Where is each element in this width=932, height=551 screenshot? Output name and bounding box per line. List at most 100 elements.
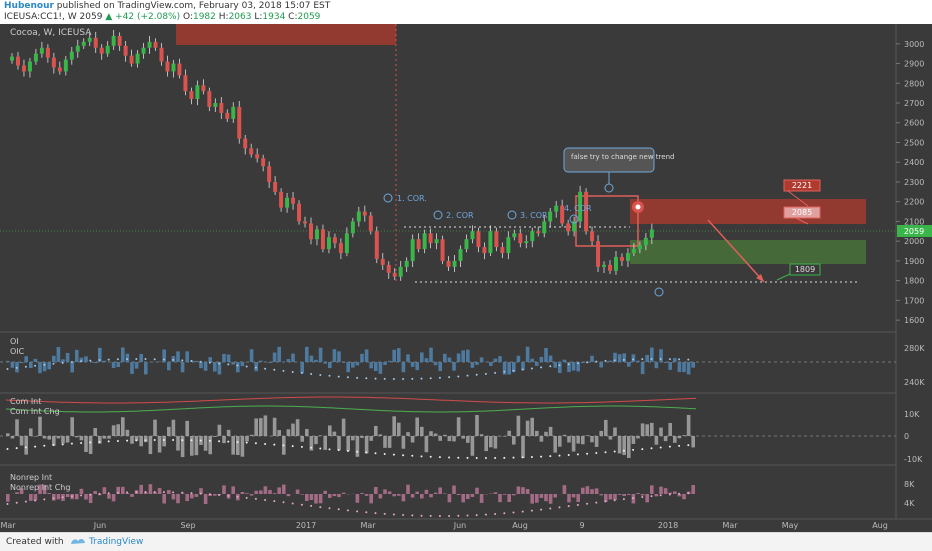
nonrep-dot [145,491,147,493]
candle-body [142,48,146,54]
candle-body [381,259,385,265]
oi-bar [526,347,530,362]
nonrep-bar [66,494,70,497]
com-bar [314,436,318,444]
oi-dot [375,378,377,380]
com-bar [420,427,424,436]
candle-body [566,223,570,231]
oi-bar [563,360,567,362]
com-dot [568,454,570,456]
oi-bar [139,354,143,362]
oi-dot [687,359,689,361]
candle-body [279,192,283,208]
candle-body [441,239,445,261]
oi-bar [181,362,185,372]
com-bar [641,423,645,436]
candle-body [488,231,492,253]
svg-text:Com Int: Com Int [10,397,41,406]
com-bar [273,418,277,436]
chart-area[interactable]: 3000290028002700260025002400230022002100… [0,24,932,532]
oi-dot [108,359,110,361]
candle-body [363,212,367,216]
candle-body [453,261,457,267]
nonrep-bar [535,494,539,503]
svg-text:4K: 4K [904,499,915,508]
oi-dot [301,372,303,374]
candle-body [160,48,164,62]
nonrep-dot [595,502,597,504]
candle-body [130,56,134,64]
nonrep-bar [512,494,516,495]
oi-bar [664,362,668,363]
oi-bar [24,356,28,362]
nonrep-dot [264,499,266,501]
nonrep-bar [213,494,217,496]
candle-body [470,231,474,239]
candle-body [357,212,361,222]
com-bar [581,436,585,444]
oi-bar [406,354,410,362]
oi-dot [577,362,579,364]
time-tick-label: 9 [579,521,584,530]
com-bar [6,433,10,436]
oi-dot [43,364,45,366]
nonrep-dot [568,505,570,507]
oi-bar [277,347,281,362]
svg-text:240K: 240K [904,378,925,387]
com-dot [365,452,367,454]
publish-line: Hubenour published on TradingView.com, F… [4,1,330,11]
com-dot [181,439,183,441]
nonrep-bar [75,494,79,499]
candle-body [554,206,558,212]
com-dot [513,457,515,459]
oi-dot [191,360,193,362]
oi-dot [467,375,469,377]
com-dot [126,440,128,442]
com-dot [71,443,73,445]
com-bar [305,429,309,436]
author-link[interactable]: Hubenour [4,1,54,11]
candle-body [602,265,606,267]
com-dot [577,453,579,455]
oi-bar [402,362,406,372]
oi-bar [397,348,401,362]
price-tick-label: 2600 [904,119,924,128]
nonrep-dot [503,512,505,514]
nonrep-bar [475,488,479,494]
candle-body [249,148,253,154]
nonrep-bar [549,494,553,504]
oi-dot [319,374,321,376]
nonrep-bar [300,494,304,495]
com-bar [411,436,415,442]
nonrep-dot [246,497,248,499]
com-dot [384,453,386,455]
com-bar [567,436,571,442]
com-dot [531,456,533,458]
oi-bar [337,351,341,362]
com-dot [209,440,211,442]
oi-bar [549,356,553,362]
oi-bar [553,362,557,368]
com-dot [356,451,358,453]
oi-bar [659,349,663,362]
oi-bar [167,362,171,370]
com-dot [393,454,395,456]
nonrep-dot [163,491,165,493]
nonrep-dot [7,503,9,505]
nonrep-dot [218,494,220,496]
nonrep-dot [522,511,524,513]
tradingview-logo-icon[interactable] [70,535,86,547]
com-bar [204,436,208,451]
nonrep-dot [421,515,423,517]
candle-body [22,66,26,72]
candle-body [94,38,98,48]
tradingview-link[interactable]: TradingView [89,537,143,547]
com-dot [273,444,275,446]
com-bar [691,436,695,447]
candle-body [189,91,193,99]
com-bar [89,436,93,454]
oi-bar [34,359,38,362]
nonrep-dot [25,501,27,503]
com-dot [476,457,478,459]
